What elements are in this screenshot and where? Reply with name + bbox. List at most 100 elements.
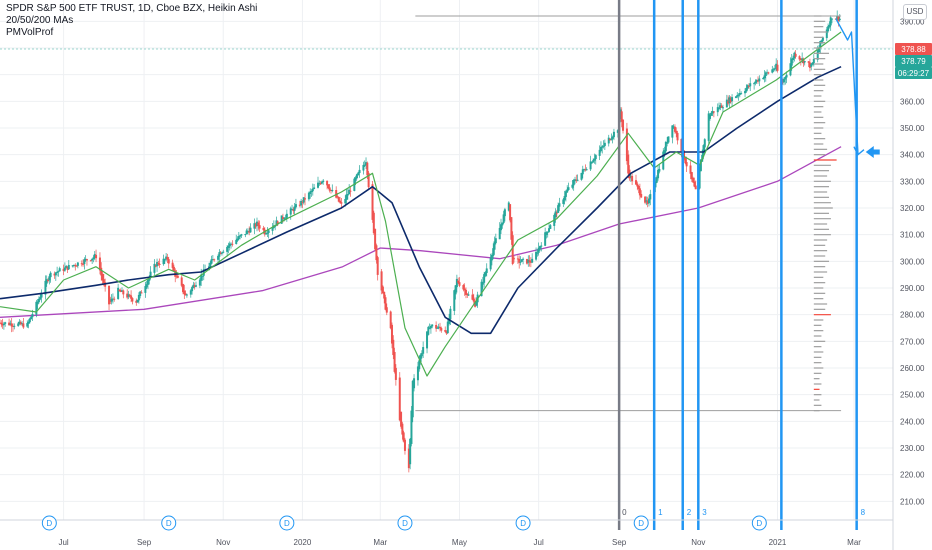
candle-body [545,232,548,235]
candle-body [694,185,697,190]
candle-body [240,234,243,236]
candle-body [454,285,457,295]
y-tick-label: 310.00 [900,231,925,240]
candle-body [184,293,187,296]
candle-body [747,85,750,87]
candle-body [440,328,443,331]
candle-body [156,262,159,267]
candle-body [76,262,79,266]
candle-body [294,204,297,208]
candle-body [320,181,323,184]
grid [0,0,893,520]
candle-body [217,255,220,260]
candle-body [546,231,549,233]
candle-body [500,224,503,231]
candle-body [283,218,286,220]
candle-body [712,111,715,113]
candle-body [82,263,85,265]
candle-body [176,275,179,278]
candle-body [563,196,566,201]
volume-profile [813,15,837,412]
candle-body [536,252,539,254]
ma20-path [0,31,842,377]
candle-body [755,79,758,82]
candle-body [727,101,730,104]
dividend-marker-icon [279,515,295,531]
candle-body [420,353,423,357]
candle-body [673,126,676,132]
candles [0,10,841,473]
x-tick-label: Jul [534,538,544,547]
candle-body [230,243,233,245]
candle-body [538,246,541,249]
candle-body [610,138,613,140]
candle-body [9,323,12,325]
candle-body [474,300,477,307]
candle-body [838,18,841,21]
candle-body [507,202,510,211]
candle-body [620,111,623,122]
candle-body [555,212,558,214]
candle-body [171,262,174,268]
candle-body [471,294,474,300]
candle-body [311,188,314,192]
candle-body [467,294,470,296]
candle-body [776,64,779,71]
candle-body [554,211,557,218]
candle-body [585,169,588,171]
candle-body [244,234,247,236]
candle-body [662,151,665,170]
candle-body [654,181,657,188]
candle-body [339,200,342,203]
candle-body [607,137,610,144]
candle-body [566,189,569,193]
candle-body [211,259,214,261]
candle-body [558,203,561,207]
candle-body [149,271,152,278]
candle-body [201,275,204,277]
candle-body [409,438,412,465]
x-tick-label: Mar [373,538,387,547]
candle-body [222,251,225,253]
candle-body [53,273,56,276]
candle-body [418,360,421,370]
candle-body [381,286,384,294]
candle-body [427,326,430,335]
candle-body [198,279,201,286]
projection-drawing[interactable] [835,18,880,158]
chart-title[interactable]: SPDR S&P 500 ETF TRUST, 1D, Cboe BZX, He… [6,3,258,14]
candle-body [83,259,86,265]
legend-ma[interactable]: 20/50/200 MAs [6,15,74,26]
candle-body [245,230,248,235]
candle-body [267,230,270,233]
candle-body [825,29,828,39]
candle-body [357,172,360,176]
currency-button[interactable]: USD [903,4,927,20]
candle-body [640,193,643,198]
candle-body [300,200,303,206]
candle-body [175,275,178,277]
candle-body [564,191,567,197]
cycle-lines[interactable]: 0 1 2 3 8 [617,0,866,530]
candle-body [631,175,634,182]
candle-body [80,263,83,265]
dividend-marker-icon [161,515,177,531]
candle-body [394,367,397,380]
price-tags: 378.88 378.79 06:29:27 [895,42,932,79]
candle-body [785,74,788,78]
candle-body [21,323,24,325]
candle-body [557,205,560,213]
candle-body [445,331,448,334]
candle-body [36,301,39,305]
candle-body [239,235,242,237]
y-tick-label: 390.00 [900,17,925,26]
legend-volume-profile[interactable]: PMVolProf [6,27,54,38]
candle-body [490,254,493,261]
candle-body [646,200,649,204]
candle-body [581,169,584,175]
candle-body [428,328,431,330]
candle-body [44,280,47,295]
candle-body [313,187,316,190]
